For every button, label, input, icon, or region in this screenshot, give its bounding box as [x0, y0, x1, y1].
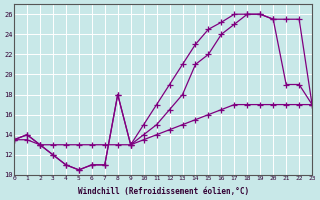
X-axis label: Windchill (Refroidissement éolien,°C): Windchill (Refroidissement éolien,°C) [77, 187, 249, 196]
